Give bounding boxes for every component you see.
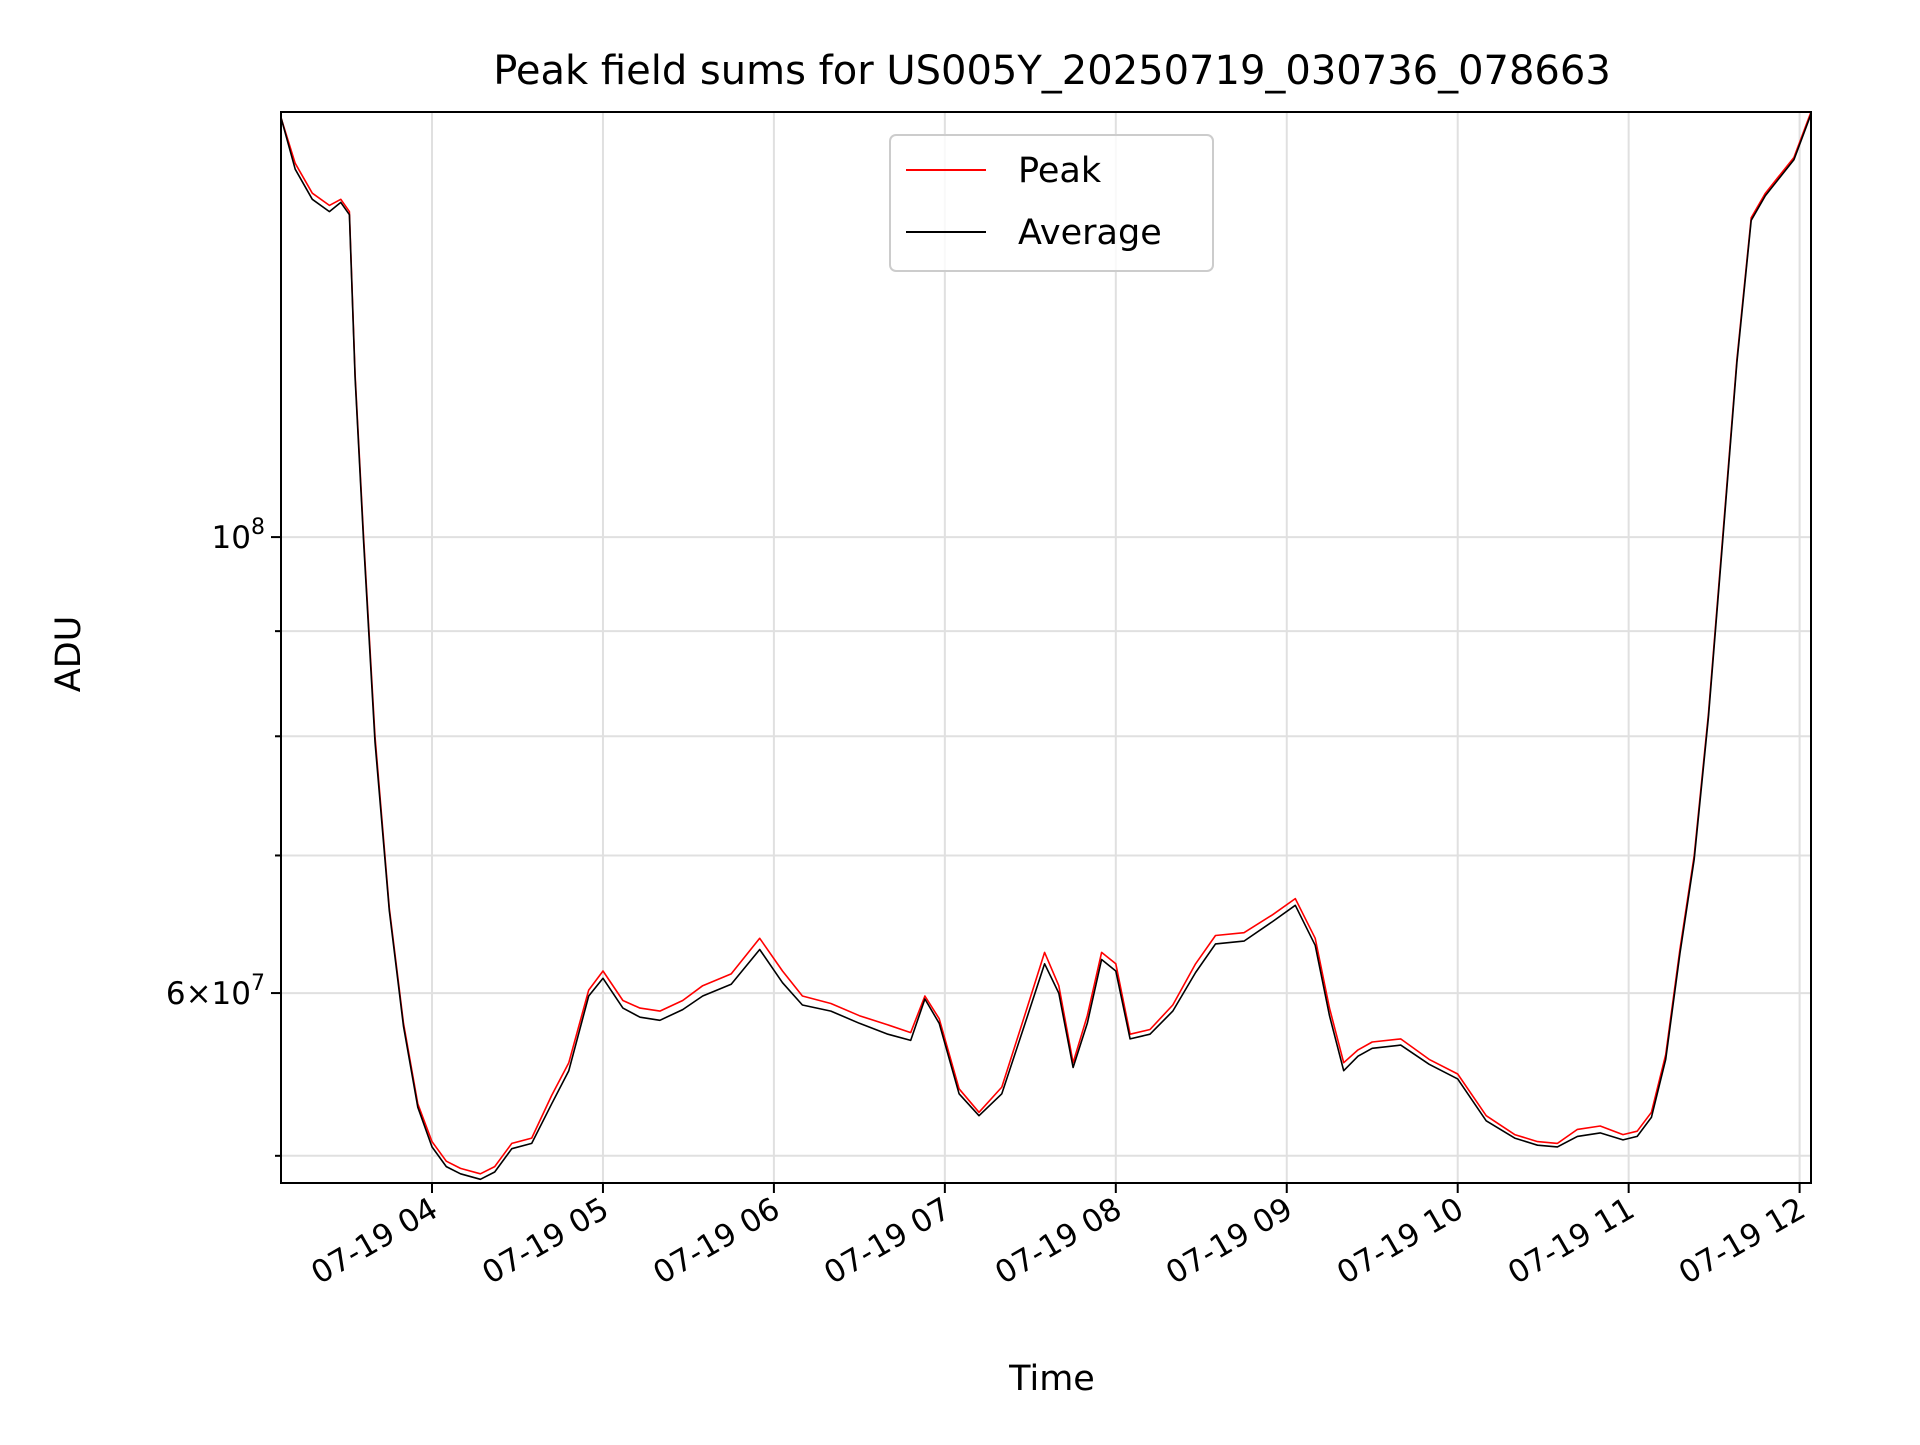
y-tick-label: 6×107 (166, 971, 265, 1012)
legend-label-peak: Peak (1018, 151, 1102, 191)
series-group (280, 111, 1812, 1181)
plot-frame (280, 111, 1812, 1184)
x-axis-label: Time (1008, 1359, 1095, 1399)
legend: Peak Average (889, 134, 1214, 272)
chart-title: Peak field sums for US005Y_20250719_0307… (493, 48, 1611, 94)
y-tick-label: 108 (212, 515, 265, 556)
legend-label-average: Average (1018, 213, 1162, 253)
y-axis: 108 6×107 (166, 515, 281, 1157)
series-line-average (280, 113, 1812, 1181)
series-line-peak (280, 111, 1812, 1175)
y-axis-label: ADU (49, 616, 89, 693)
grid (281, 112, 1811, 1183)
